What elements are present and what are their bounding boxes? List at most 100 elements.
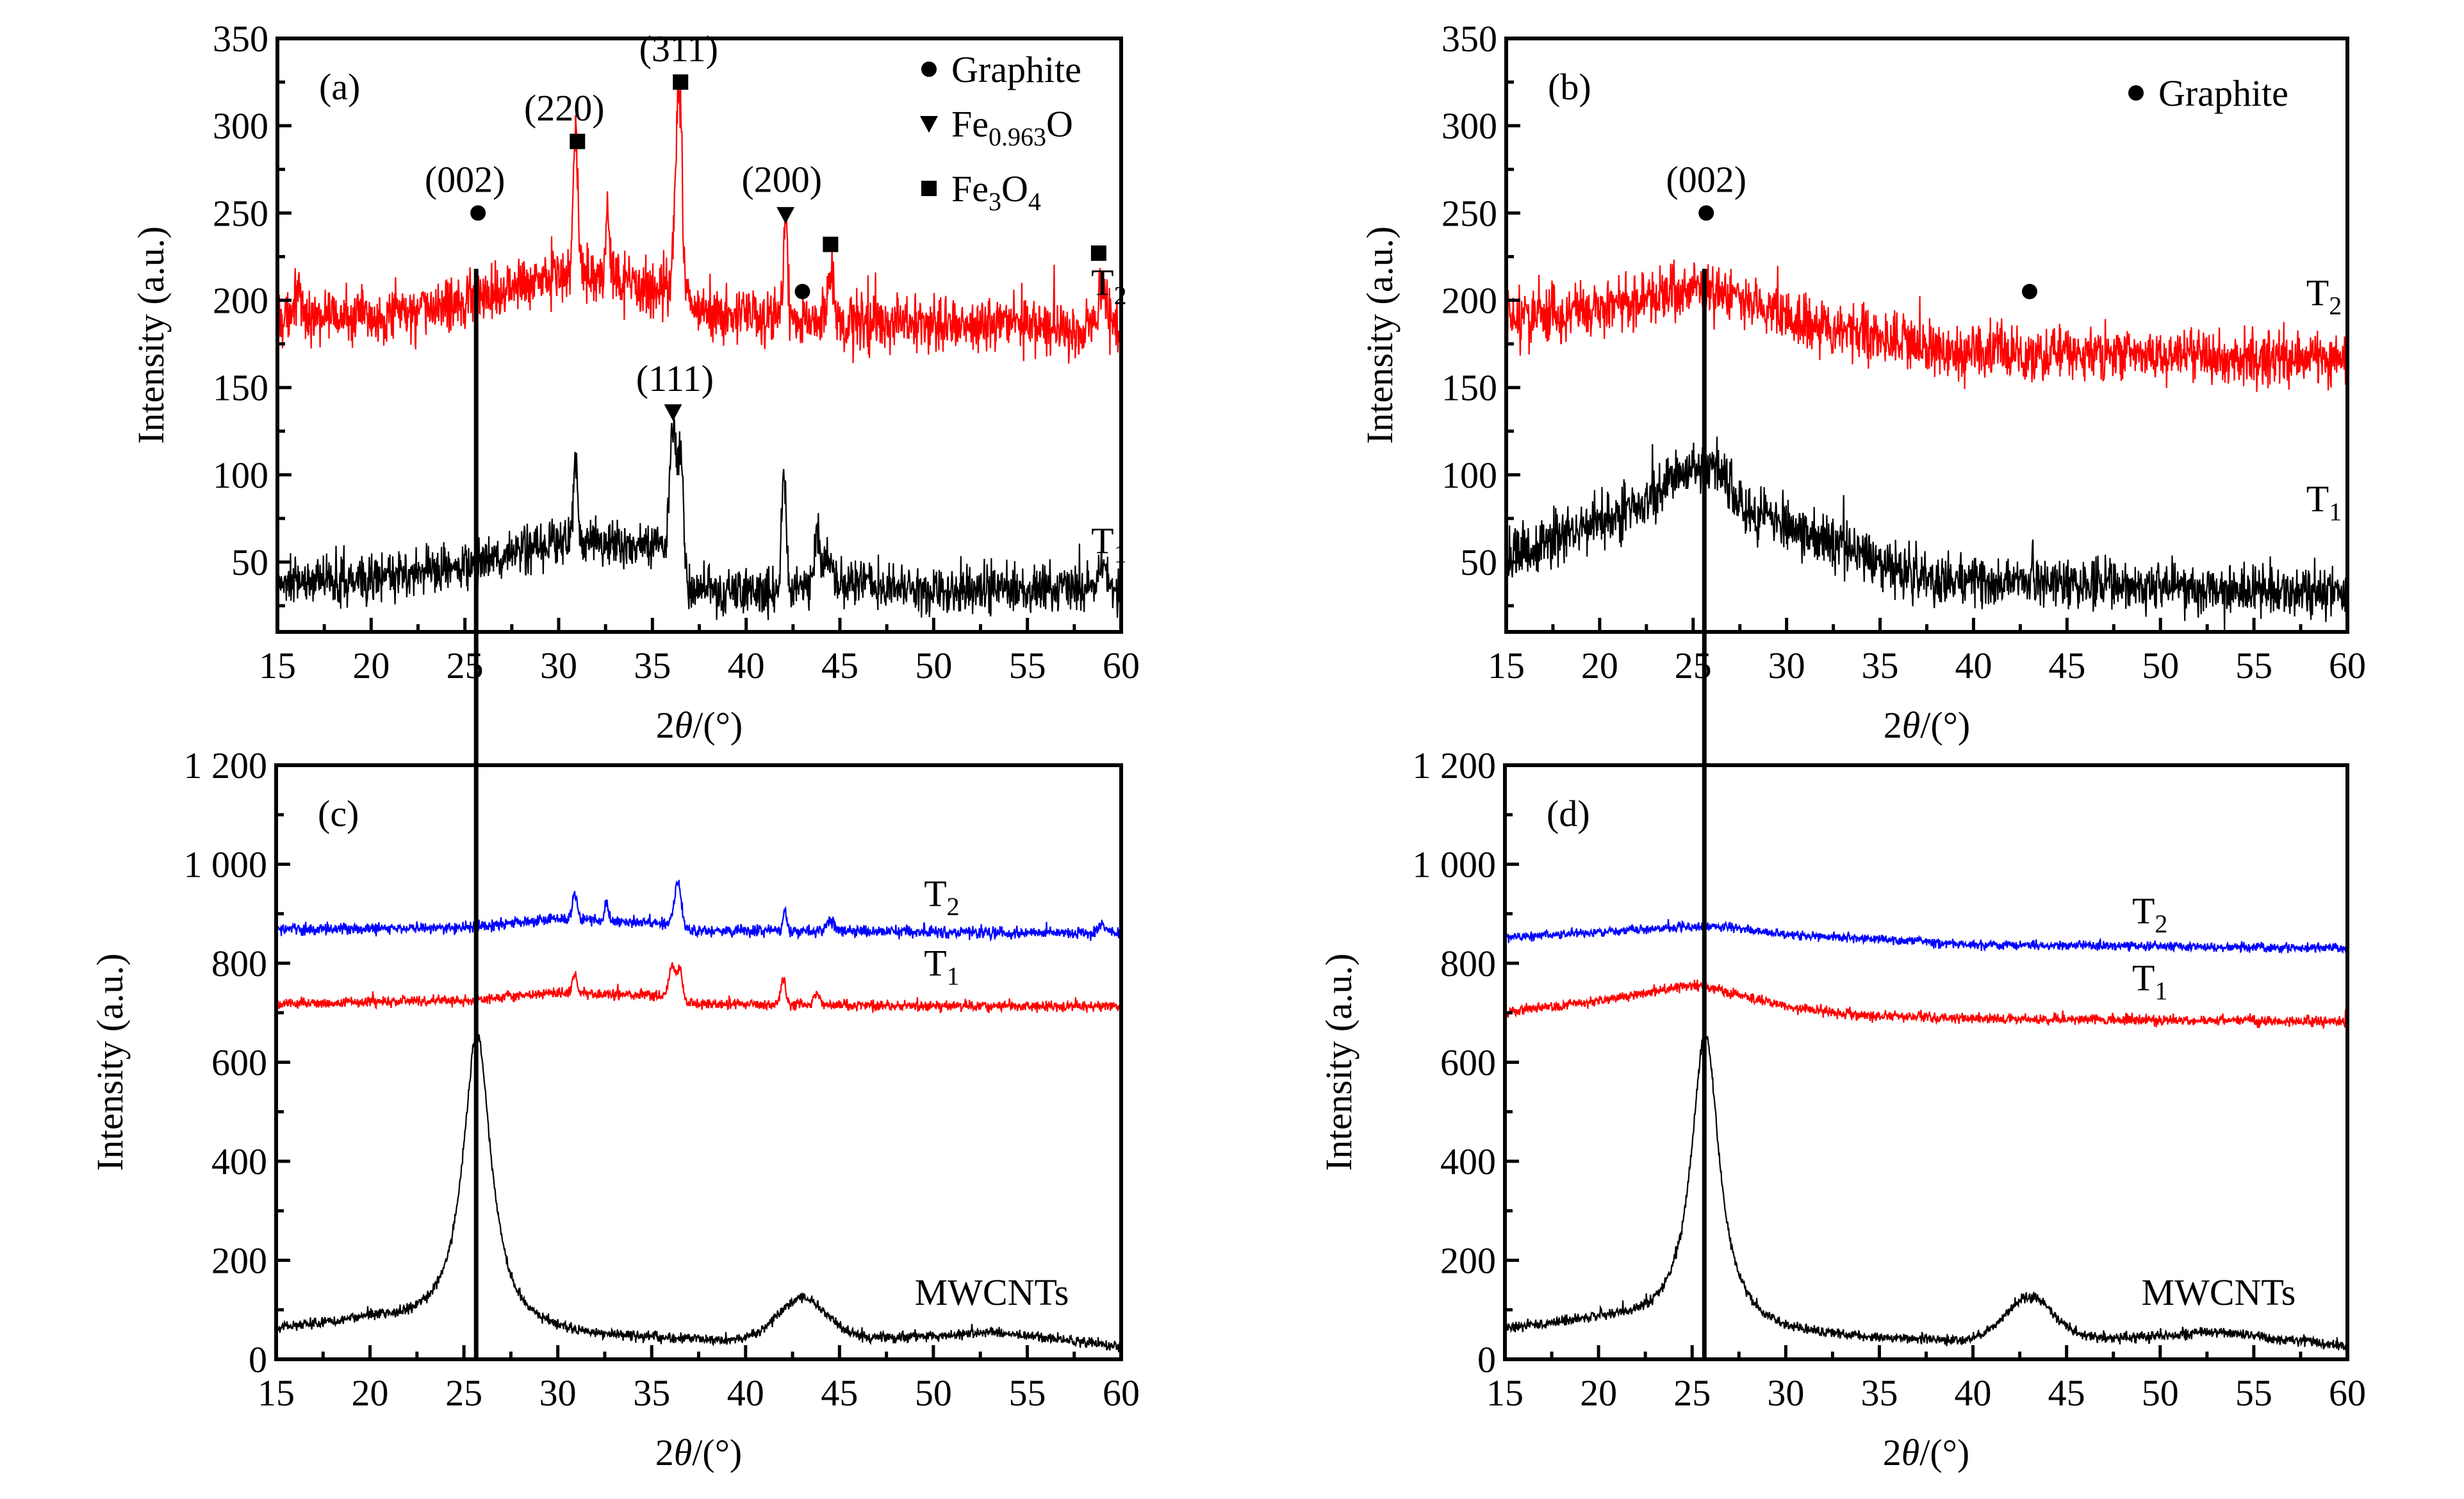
trace-label-subscript: 2 xyxy=(2155,909,2167,938)
square-marker-icon xyxy=(823,236,839,253)
y-tick-label: 50 xyxy=(231,542,268,583)
x-tick-label: 20 xyxy=(1580,1372,1617,1414)
x-tick-label: 15 xyxy=(1488,645,1525,686)
panel-label: (c) xyxy=(318,793,359,834)
x-axis-label: 2θ/(°) xyxy=(655,1432,742,1473)
y-tick-label: 200 xyxy=(213,280,268,322)
y-axis-label: Intensity (a.u.) xyxy=(1318,954,1359,1172)
peak-annotation: (002) xyxy=(425,159,505,201)
x-tick-label: 55 xyxy=(1008,1372,1046,1414)
legend: Graphite Fe0.963O Fe3O4 xyxy=(920,49,1081,216)
peak-annotation: (220) xyxy=(524,87,605,129)
y-tick-label: 100 xyxy=(1441,454,1497,496)
y-tick-label: 1 000 xyxy=(184,844,268,886)
peak-annotation: (311) xyxy=(639,28,718,69)
y-tick-label: 200 xyxy=(1440,1240,1496,1282)
legend-label: Fe3O4 xyxy=(951,168,1041,216)
x-tick-label: 50 xyxy=(915,645,952,686)
peak-annotation: (002) xyxy=(1666,159,1746,201)
peak-annotation: (200) xyxy=(741,159,822,201)
y-tick-label: 250 xyxy=(1441,192,1497,234)
axes-frame xyxy=(1503,763,2349,1361)
legend-label: Graphite xyxy=(951,49,1081,90)
x-tick-label: 35 xyxy=(634,645,671,686)
x-tick-label: 50 xyxy=(2142,645,2179,686)
x-axis-label: 2θ/(°) xyxy=(656,704,743,746)
square-marker-icon xyxy=(673,74,689,90)
square-marker-icon xyxy=(921,181,937,196)
circle-marker-icon xyxy=(1698,205,1714,221)
x-tick-label: 60 xyxy=(1103,645,1140,686)
x-tick-label: 15 xyxy=(259,645,296,686)
x-tick-label: 40 xyxy=(1955,1372,1992,1414)
y-tick-label: 0 xyxy=(1477,1339,1496,1380)
x-tick-label: 25 xyxy=(445,1372,482,1414)
x-tick-label: 45 xyxy=(821,1372,858,1414)
x-tick-label: 20 xyxy=(352,645,390,686)
x-tick-label: 15 xyxy=(258,1372,295,1414)
x-tick-label: 60 xyxy=(1103,1372,1140,1414)
x-axis-label: 2θ/(°) xyxy=(1883,1432,1969,1473)
y-tick-label: 1 200 xyxy=(184,745,268,786)
overlay xyxy=(473,269,1707,1359)
y-tick-label: 800 xyxy=(1440,943,1496,984)
x-tick-label: 50 xyxy=(2142,1372,2179,1414)
trace-t2 xyxy=(276,81,1122,364)
y-axis-label: Intensity (a.u.) xyxy=(1359,226,1400,444)
trace-mwcnts xyxy=(1504,1031,2349,1354)
x-tick-label: 40 xyxy=(727,1372,764,1414)
y-tick-label: 600 xyxy=(1440,1042,1496,1084)
trace-mwcnts xyxy=(275,1031,1122,1353)
panel-label: (b) xyxy=(1548,66,1591,108)
x-tick-label: 30 xyxy=(540,645,577,686)
y-tick-label: 0 xyxy=(249,1339,267,1380)
y-tick-label: 150 xyxy=(213,367,268,409)
trace-t2 xyxy=(275,879,1122,942)
axes-frame xyxy=(274,763,1123,1361)
circle-marker-icon xyxy=(470,205,486,221)
circle-marker-icon xyxy=(2021,283,2037,299)
triangle-down-marker-icon xyxy=(776,207,795,224)
y-axis-label: Intensity (a.u.) xyxy=(89,954,131,1172)
triangle-down-marker-icon xyxy=(920,116,938,133)
x-tick-label: 55 xyxy=(1009,645,1046,686)
circle-marker-icon xyxy=(2128,85,2144,101)
x-tick-label: 40 xyxy=(1955,645,1992,686)
x-tick-label: 30 xyxy=(1768,645,1805,686)
y-tick-label: 200 xyxy=(211,1240,267,1282)
square-marker-icon xyxy=(570,133,586,149)
trace-label-mwcnts: MWCNTs xyxy=(915,1271,1069,1313)
panel-label: (a) xyxy=(319,66,360,108)
trace-t1 xyxy=(275,962,1122,1014)
trace-label-subscript: 1 xyxy=(2329,497,2342,526)
x-tick-label: 60 xyxy=(2329,1372,2366,1414)
x-tick-label: 55 xyxy=(2235,1372,2272,1414)
x-tick-label: 35 xyxy=(1860,1372,1898,1414)
y-tick-label: 100 xyxy=(213,454,268,496)
legend: Graphite xyxy=(2128,72,2288,114)
trace-label-t1: T1 xyxy=(924,942,959,990)
x-tick-label: 30 xyxy=(539,1372,577,1414)
y-tick-label: 600 xyxy=(211,1042,267,1084)
x-tick-label: 55 xyxy=(2235,645,2272,686)
y-tick-label: 400 xyxy=(1440,1141,1496,1182)
x-tick-label: 15 xyxy=(1486,1372,1524,1414)
y-tick-label: 800 xyxy=(211,943,267,984)
y-tick-label: 300 xyxy=(1441,105,1497,147)
trace-label-t2: T2 xyxy=(2306,272,2342,320)
y-tick-label: 150 xyxy=(1441,367,1497,409)
legend-label: Fe0.963O xyxy=(951,103,1073,151)
circle-marker-icon xyxy=(794,283,810,299)
triangle-down-marker-icon xyxy=(664,404,682,421)
x-tick-label: 20 xyxy=(1581,645,1618,686)
trace-t1 xyxy=(1504,979,2349,1029)
x-tick-label: 40 xyxy=(728,645,765,686)
x-tick-label: 45 xyxy=(2048,645,2085,686)
circle-marker-icon xyxy=(921,62,937,77)
trace-t1 xyxy=(276,417,1122,620)
peak-annotation: (111) xyxy=(636,358,714,399)
trace-label-subscript: 1 xyxy=(2155,976,2167,1005)
x-tick-label: 20 xyxy=(352,1372,389,1414)
